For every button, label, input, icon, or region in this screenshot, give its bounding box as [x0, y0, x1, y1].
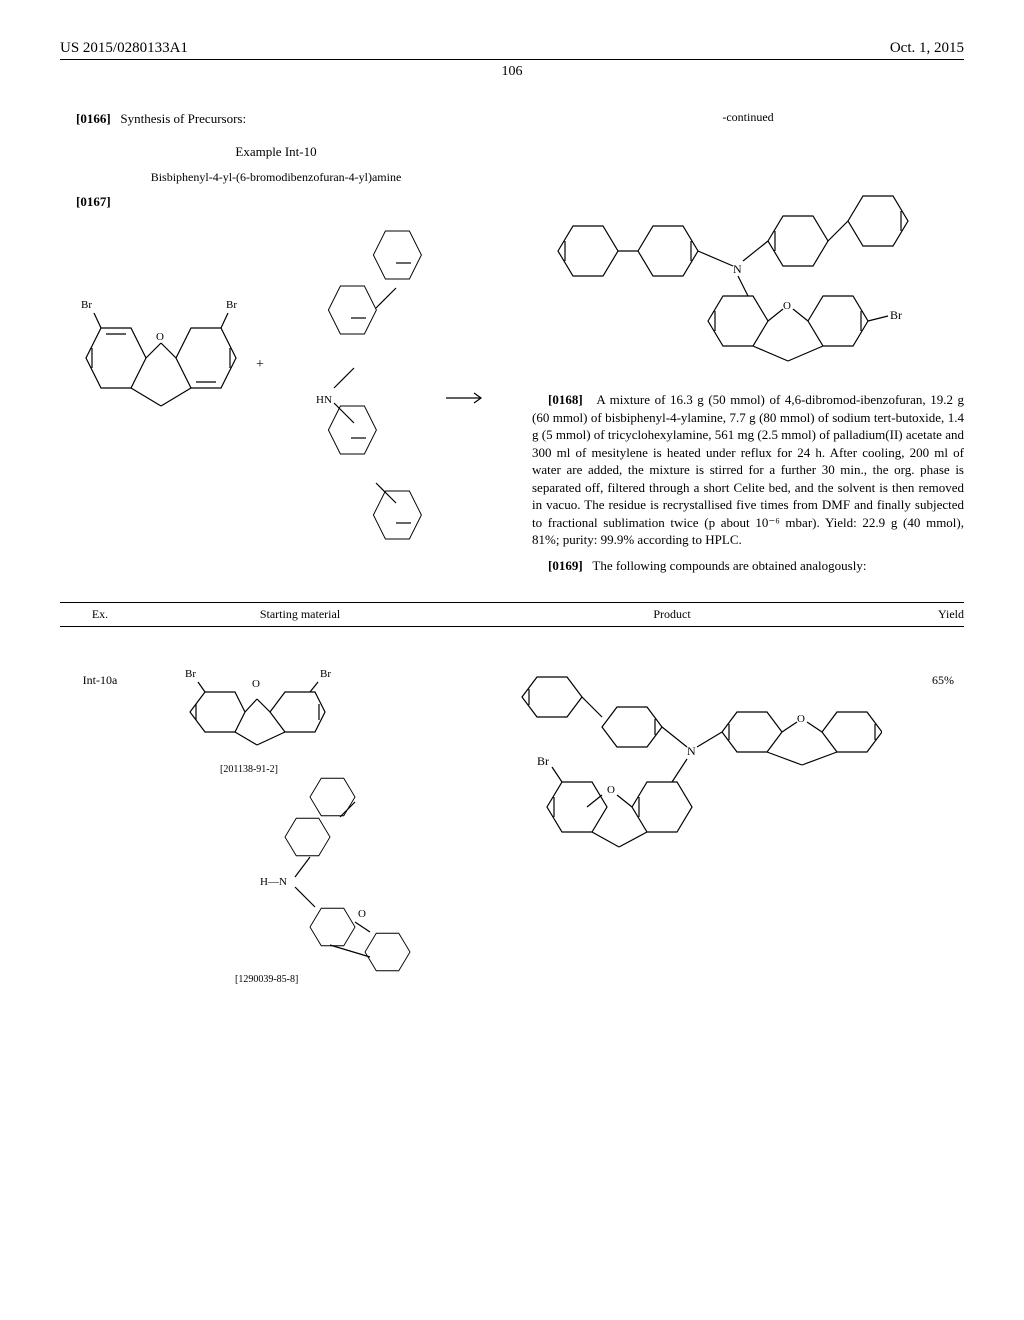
- svg-text:Br: Br: [320, 668, 331, 680]
- svg-text:O: O: [358, 908, 366, 920]
- para-num-0166: [0166]: [76, 111, 111, 126]
- para-text-0166: Synthesis of Precursors:: [120, 111, 246, 126]
- para-0166: [0166] Synthesis of Precursors:: [60, 110, 492, 128]
- para-text-0169: The following compounds are obtained ana…: [592, 558, 866, 573]
- product-svg: N O: [538, 141, 958, 381]
- para-0167: [0167]: [60, 193, 492, 211]
- reactant-svg: O Br Br +: [66, 228, 486, 568]
- svg-text:HN: HN: [316, 394, 332, 406]
- th-ex: Ex.: [60, 607, 140, 622]
- svg-text:Br: Br: [537, 754, 549, 768]
- publication-date: Oct. 1, 2015: [890, 40, 964, 57]
- table-row: Int-10a Br Br O: [60, 627, 964, 997]
- svg-text:Br: Br: [890, 308, 902, 322]
- para-num-0169: [0169]: [548, 558, 583, 573]
- two-column-layout: [0166] Synthesis of Precursors: Example …: [60, 110, 964, 582]
- th-yield: Yield: [884, 607, 964, 622]
- svg-text:Br: Br: [226, 299, 237, 311]
- para-num-0167: [0167]: [76, 194, 111, 209]
- svg-text:O: O: [797, 713, 805, 725]
- left-column: [0166] Synthesis of Precursors: Example …: [60, 110, 492, 582]
- td-starting: Br Br O [201138-91-2]: [140, 667, 460, 987]
- analogues-table: Ex. Starting material Product Yield Int-…: [60, 602, 964, 997]
- continued-label: -continued: [532, 110, 964, 125]
- product-structure: N O: [532, 131, 964, 391]
- cas-1: [201138-91-2]: [220, 764, 278, 775]
- svg-text:O: O: [607, 784, 615, 796]
- th-product: Product: [460, 607, 884, 622]
- svg-text:N: N: [733, 262, 742, 276]
- svg-text:O: O: [783, 300, 791, 312]
- svg-text:O: O: [156, 331, 164, 343]
- reaction-scheme-reactants: O Br Br +: [60, 218, 492, 578]
- product-row-svg: N O O: [462, 667, 882, 917]
- para-0168: [0168] A mixture of 16.3 g (50 mmol) of …: [532, 391, 964, 549]
- compound-name: Bisbiphenyl-4-yl-(6-bromodibenzofuran-4-…: [60, 170, 492, 185]
- example-title: Example Int-10: [60, 144, 492, 160]
- svg-text:H—N: H—N: [260, 876, 287, 888]
- svg-text:Br: Br: [185, 668, 196, 680]
- svg-text:+: +: [256, 357, 264, 372]
- right-column: -continued N: [532, 110, 964, 582]
- td-yield: 65%: [884, 667, 964, 987]
- starting-material-svg: Br Br O [201138-91-2]: [150, 667, 450, 987]
- para-text-0168: A mixture of 16.3 g (50 mmol) of 4,6-dib…: [532, 392, 964, 547]
- svg-text:N: N: [687, 744, 696, 758]
- cas-2: [1290039-85-8]: [235, 974, 298, 985]
- td-product: N O O: [460, 667, 884, 987]
- para-0169: [0169] The following compounds are obtai…: [532, 557, 964, 575]
- page-number: 106: [60, 64, 964, 80]
- page-header: US 2015/0280133A1 Oct. 1, 2015: [60, 40, 964, 60]
- para-num-0168: [0168]: [548, 392, 583, 407]
- table-header-row: Ex. Starting material Product Yield: [60, 602, 964, 627]
- svg-text:Br: Br: [81, 299, 92, 311]
- th-starting: Starting material: [140, 607, 460, 622]
- svg-text:O: O: [252, 678, 260, 690]
- td-ex: Int-10a: [60, 667, 140, 987]
- publication-number: US 2015/0280133A1: [60, 40, 188, 57]
